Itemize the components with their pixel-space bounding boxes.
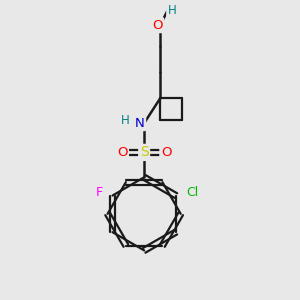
Text: O: O (161, 146, 171, 159)
Text: N: N (135, 117, 145, 130)
Text: Cl: Cl (186, 186, 198, 199)
Text: O: O (117, 146, 128, 159)
Text: H: H (168, 4, 176, 17)
Text: O: O (152, 19, 163, 32)
Text: S: S (140, 146, 148, 159)
Text: F: F (96, 186, 103, 199)
Text: H: H (121, 114, 130, 127)
